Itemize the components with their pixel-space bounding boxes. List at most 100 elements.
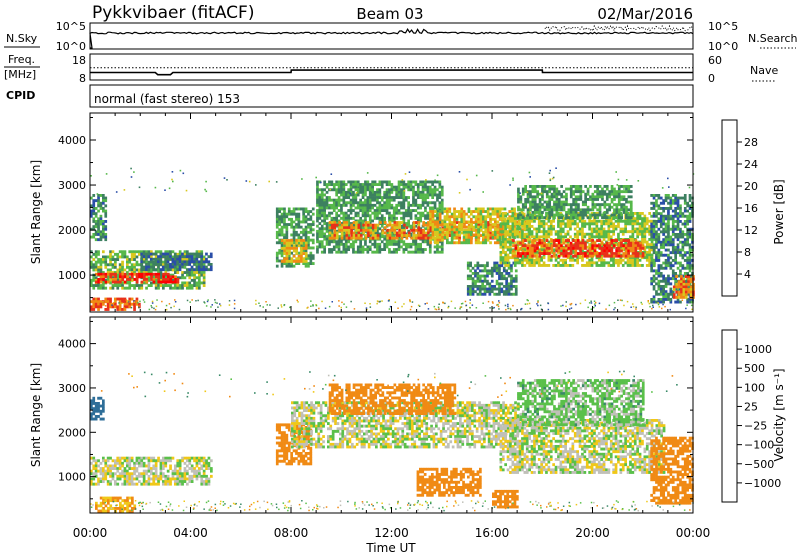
heatmap-cell [505, 277, 508, 281]
heatmap-cell [190, 273, 194, 277]
heatmap-cell [347, 201, 350, 205]
heatmap-cell [400, 228, 404, 232]
heatmap-cell [198, 250, 201, 254]
heatmap-cell [506, 240, 510, 244]
heatmap-cell [482, 236, 485, 239]
heatmap-cell [643, 253, 647, 257]
heatmap-cell [450, 215, 454, 219]
heatmap-cell [504, 245, 507, 249]
heatmap-cell [280, 251, 284, 255]
heatmap-cell [657, 235, 661, 239]
heatmap-cell [528, 246, 532, 250]
heatmap-cell [631, 219, 635, 223]
heatmap-cell [97, 302, 100, 306]
heatmap-cell [591, 205, 595, 209]
heatmap-cell [484, 217, 488, 221]
heatmap-cell [162, 272, 165, 276]
heatmap-cell [283, 220, 286, 224]
heatmap-cell [543, 205, 547, 209]
heatmap-cell [404, 224, 408, 228]
heatmap-cell [555, 246, 558, 250]
heatmap-cell [638, 214, 642, 218]
heatmap-cell [629, 254, 633, 258]
heatmap-cell [557, 213, 561, 217]
heatmap-cell [572, 244, 575, 248]
heatmap-cell [409, 180, 413, 184]
heatmap-cell [652, 230, 656, 234]
heatmap-cell [602, 227, 606, 231]
heatmap-cell [154, 257, 158, 261]
heatmap-cell [99, 265, 103, 269]
heatmap-cell [567, 239, 570, 242]
heatmap-cell [135, 263, 139, 267]
heatmap-cell [292, 254, 296, 258]
heatmap-cell [446, 217, 449, 221]
heatmap-cell [533, 249, 537, 253]
heatmap-cell [474, 241, 478, 245]
heatmap-cell [149, 265, 153, 269]
heatmap-cell [395, 234, 399, 237]
heatmap-cell [416, 219, 420, 223]
heatmap-cell [415, 228, 418, 232]
heatmap-cell [584, 252, 587, 255]
heatmap-cell [643, 248, 647, 252]
heatmap-cell [523, 217, 527, 221]
heatmap-cell [431, 210, 435, 213]
heatmap-cell [605, 219, 608, 223]
heatmap-cell [652, 277, 656, 281]
heatmap-cell [414, 198, 418, 202]
heatmap-cell [636, 254, 640, 258]
heatmap-cell [513, 241, 516, 245]
heatmap-cell [581, 232, 584, 236]
heatmap-cell [318, 206, 322, 210]
heatmap-cell [479, 210, 483, 213]
heatmap-cell [133, 278, 137, 281]
heatmap-cell [581, 258, 584, 262]
nsearch-line [544, 24, 694, 33]
heatmap-cell [529, 195, 532, 199]
heatmap-cell [569, 219, 572, 223]
heatmap-cell [627, 249, 630, 253]
heatmap-cell [516, 225, 519, 228]
heatmap-cell [340, 216, 343, 220]
heatmap-cell [541, 203, 544, 207]
heatmap-cell [531, 185, 535, 188]
heatmap-cell [309, 238, 313, 242]
heatmap-cell [195, 265, 199, 269]
heatmap-cell [417, 231, 421, 235]
heatmap-cell [450, 225, 454, 229]
heatmap-cell [564, 239, 568, 242]
heatmap-cell [559, 253, 563, 257]
heatmap-cell [200, 268, 203, 272]
heatmap-cell [97, 233, 100, 236]
heatmap-cell [285, 262, 289, 265]
heatmap-cell [350, 226, 353, 230]
heatmap-cell [419, 242, 422, 246]
heatmap-cell [174, 271, 177, 274]
heatmap-cell [283, 257, 286, 261]
heatmap-cell [521, 256, 524, 260]
heatmap-cell [398, 221, 401, 224]
heatmap-cell [181, 276, 184, 280]
heatmap-cell [157, 255, 160, 259]
heatmap-cell [483, 274, 487, 278]
heatmap-cell [541, 190, 544, 194]
heatmap-cell [494, 212, 497, 216]
heatmap-cell [441, 236, 444, 239]
heatmap-cell [209, 252, 213, 256]
heatmap-cell [376, 229, 379, 233]
heatmap-cell [287, 210, 291, 213]
heatmap-cell [517, 187, 520, 191]
heatmap-cell [166, 250, 170, 254]
heatmap-cell [588, 232, 591, 236]
heatmap-cell [446, 215, 449, 219]
heatmap-cell [516, 230, 519, 234]
heatmap-cell [404, 222, 408, 225]
heatmap-cell [118, 284, 122, 287]
heatmap-cell [614, 214, 618, 218]
heatmap-cell [412, 223, 416, 227]
heatmap-cell [586, 190, 590, 194]
heatmap-cell [349, 190, 353, 194]
heatmap-cell [533, 185, 537, 188]
heatmap-cell [513, 256, 517, 260]
